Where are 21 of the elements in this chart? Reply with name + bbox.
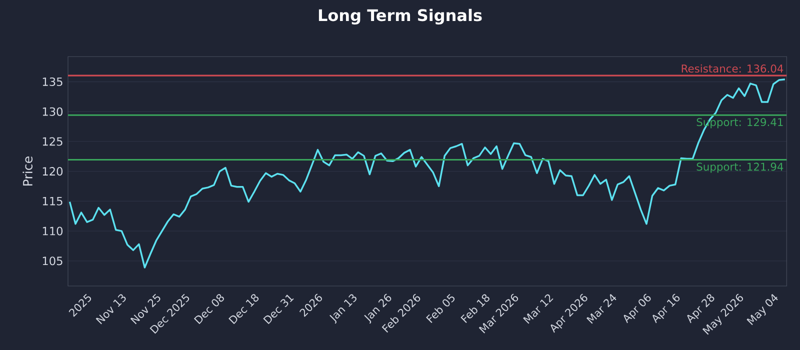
- y-tick-label: 110: [42, 226, 63, 236]
- x-tick-label: Mar 12: [523, 294, 554, 324]
- x-tick-label: Dec 18: [228, 294, 259, 324]
- ref-line-label: Resistance: 136.04: [682, 64, 784, 73]
- x-tick-label: Feb 05: [426, 294, 455, 324]
- x-tick-label: Apr 06: [624, 294, 651, 324]
- y-tick-label: 135: [42, 77, 62, 86]
- x-tick-label: Mar 24: [586, 294, 616, 324]
- y-tick-label: 125: [42, 137, 62, 146]
- x-tick-label: Dec 31: [263, 294, 294, 324]
- y-tick-label: 105: [42, 256, 62, 266]
- chart-title: Long Term Signals: [318, 8, 482, 24]
- y-axis-title: Price: [22, 156, 33, 186]
- x-tick-label: Dec 08: [194, 294, 224, 324]
- ref-line-label: Support: 121.94: [696, 162, 784, 173]
- y-tick-label: 115: [42, 196, 62, 206]
- x-tick-label: Apr 16: [652, 294, 680, 324]
- y-tick-label: 120: [42, 167, 63, 176]
- x-tick-label: Jan 13: [330, 294, 356, 324]
- x-tick-label: Nov 13: [96, 294, 126, 324]
- y-tick-label: 130: [42, 107, 63, 116]
